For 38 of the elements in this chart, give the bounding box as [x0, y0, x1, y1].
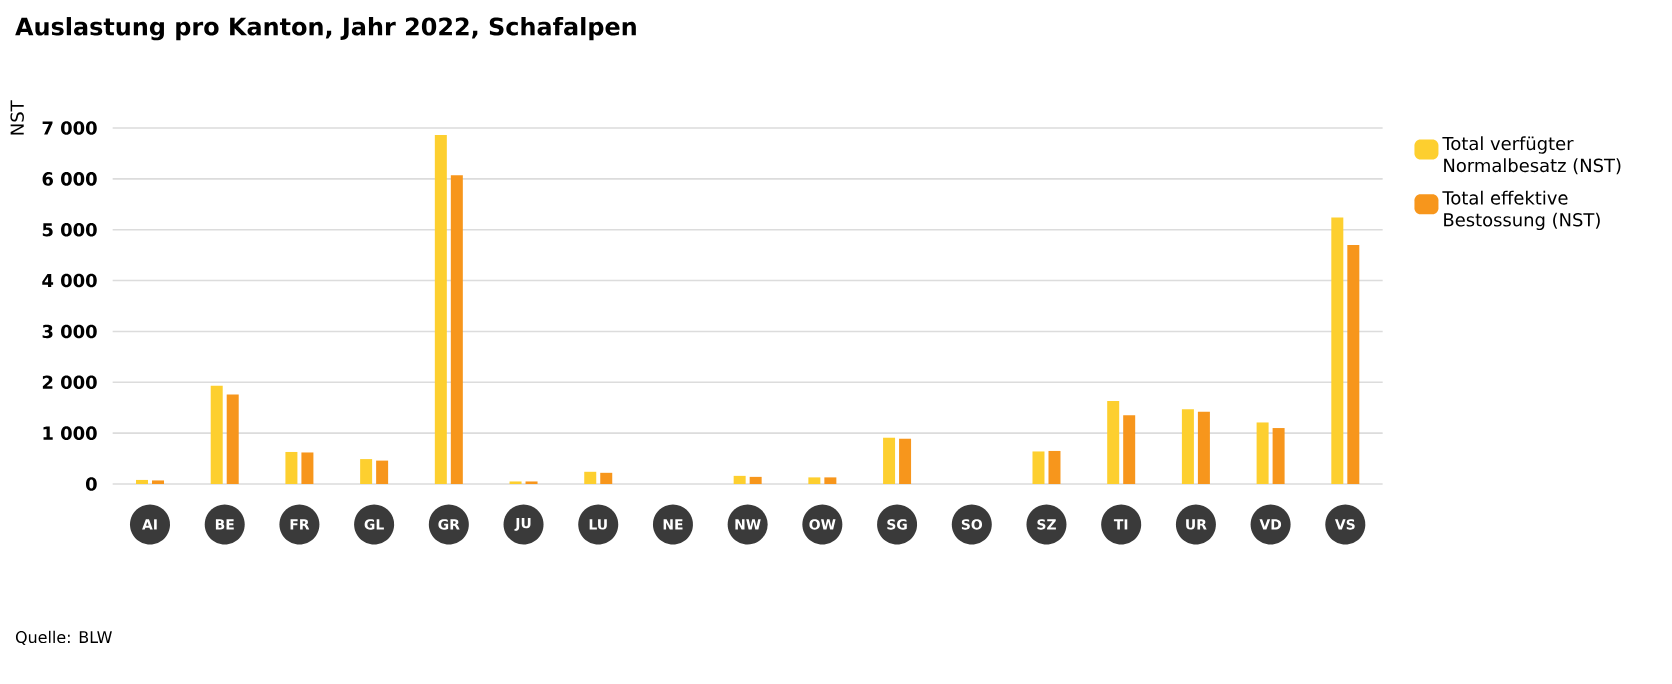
bar: [1347, 244, 1360, 484]
y-tick-label: 3 000: [42, 324, 97, 339]
bar: [434, 135, 447, 484]
bar: [733, 475, 746, 484]
bar: [226, 394, 239, 484]
bar: [883, 437, 896, 484]
y-tick-label: 5 000: [42, 222, 97, 237]
y-axis-title: NST: [10, 100, 24, 135]
bar: [1272, 428, 1285, 484]
y-tick-label: 4 000: [42, 273, 97, 288]
y-tick-label: 1 000: [43, 426, 97, 440]
bar: [1048, 450, 1061, 484]
bar: [584, 471, 597, 484]
bar: [1181, 409, 1194, 484]
legend-label: Total verfügter Normalbesatz (NST): [1442, 136, 1621, 175]
bar: [1331, 217, 1344, 484]
bar: [360, 459, 373, 484]
y-tick-label: 0: [85, 477, 97, 491]
bar: [1032, 451, 1045, 484]
bar: [1256, 422, 1269, 484]
bar: [1197, 411, 1210, 484]
bar: [285, 451, 298, 484]
bar: [1123, 415, 1136, 484]
legend-label: Total effektive Bestossung (NST): [1442, 190, 1600, 231]
bar: [450, 175, 463, 484]
bar: [824, 477, 837, 484]
bar: [808, 477, 821, 484]
bar: [899, 438, 912, 484]
bar: [210, 385, 223, 484]
y-tick-label: 7 000: [42, 121, 97, 135]
bar: [749, 476, 762, 484]
chart-title: Auslastung pro Kanton, Jahr 2022, Schafalpen: [15, 17, 636, 41]
bar: [600, 472, 613, 484]
y-tick-label: 6 000: [42, 172, 97, 186]
bar: [1107, 401, 1120, 484]
bar: [376, 460, 389, 484]
y-tick-label: 2 000: [42, 375, 97, 390]
bar: [301, 452, 314, 484]
